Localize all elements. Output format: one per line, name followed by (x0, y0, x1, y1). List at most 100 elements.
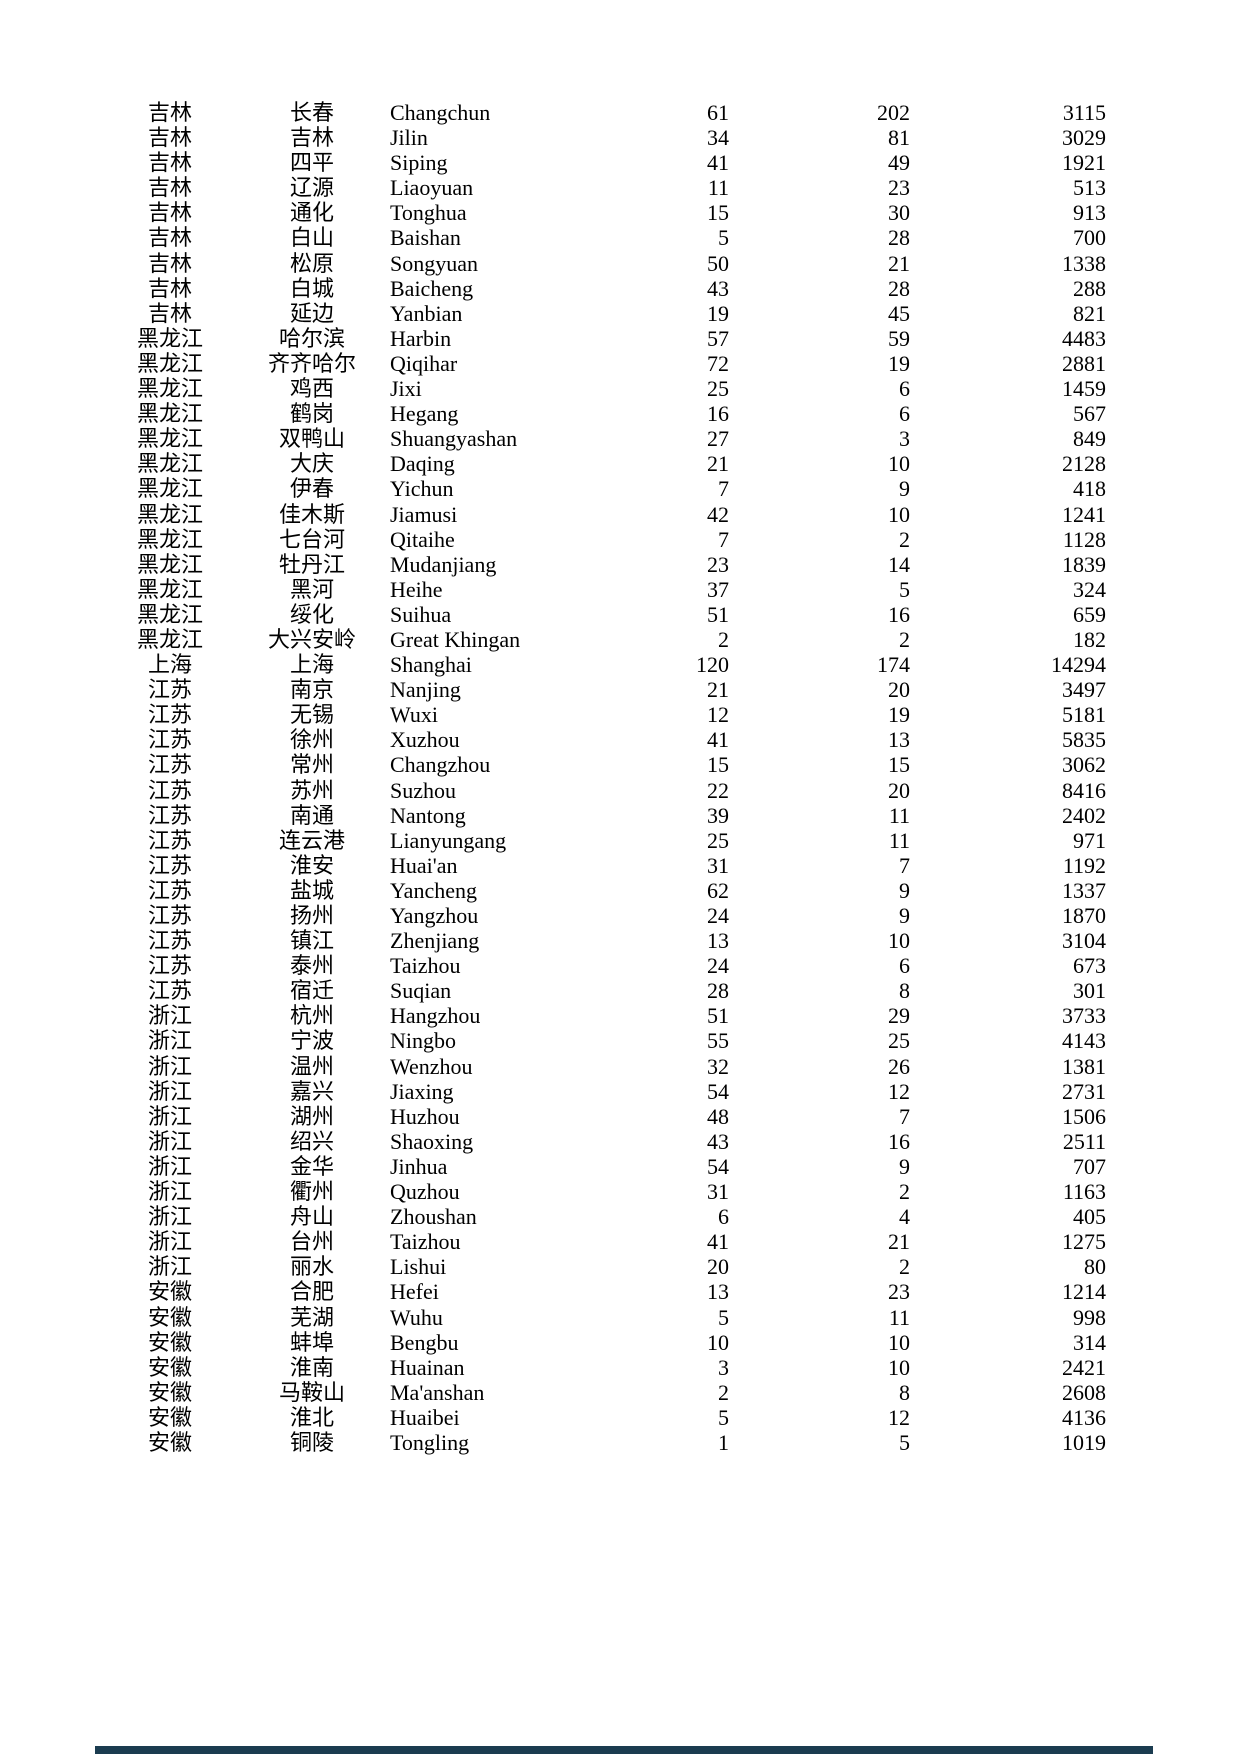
city-zh-cell: 常州 (289, 752, 334, 778)
city-en-cell: Zhenjiang (390, 928, 480, 954)
table-row: 黑龙江 双鸭山 Shuangyashan 27 3 849 (0, 426, 1240, 451)
province-cell: 江苏 (147, 877, 192, 903)
value-2-cell: 45 (888, 300, 910, 326)
province-cell: 浙江 (147, 1078, 192, 1104)
value-3-cell: 314 (1073, 1329, 1106, 1355)
province-cell: 江苏 (147, 777, 192, 803)
city-zh-cell: 哈尔滨 (278, 325, 345, 351)
city-en-cell: Liaoyuan (390, 175, 474, 201)
city-en-cell: Huainan (390, 1354, 465, 1380)
value-1-cell: 25 (707, 376, 729, 402)
value-1-cell: 2 (718, 1379, 729, 1405)
value-2-cell: 10 (888, 928, 910, 954)
city-zh-cell: 鸡西 (289, 376, 334, 402)
table-row: 黑龙江 七台河 Qitaihe 7 2 1128 (0, 527, 1240, 552)
city-en-cell: Lishui (390, 1254, 447, 1280)
table-row: 吉林 辽源 Liaoyuan 11 23 513 (0, 175, 1240, 200)
value-1-cell: 28 (707, 978, 729, 1004)
city-zh-cell: 蚌埠 (289, 1329, 334, 1355)
city-zh-cell: 大庆 (289, 451, 334, 477)
value-3-cell: 288 (1073, 275, 1106, 301)
value-2-cell: 20 (888, 777, 910, 803)
value-2-cell: 16 (888, 1128, 910, 1154)
value-3-cell: 4483 (1062, 325, 1106, 351)
city-en-cell: Zhoushan (390, 1204, 477, 1230)
value-1-cell: 24 (707, 953, 729, 979)
city-en-cell: Nantong (390, 802, 466, 828)
province-cell: 浙江 (147, 1153, 192, 1179)
value-2-cell: 3 (899, 426, 910, 452)
city-en-cell: Hangzhou (390, 1003, 481, 1029)
table-row: 安徽 铜陵 Tongling 1 5 1019 (0, 1430, 1240, 1455)
province-cell: 吉林 (147, 275, 192, 301)
table-row: 黑龙江 鹤岗 Hegang 16 6 567 (0, 401, 1240, 426)
city-zh-cell: 佳木斯 (278, 501, 345, 527)
city-zh-cell: 铜陵 (289, 1429, 334, 1455)
value-3-cell: 1275 (1062, 1229, 1106, 1255)
city-en-cell: Suzhou (390, 777, 456, 803)
table-row: 黑龙江 齐齐哈尔 Qiqihar 72 19 2881 (0, 351, 1240, 376)
province-cell: 浙江 (147, 1128, 192, 1154)
bottom-page-edge-bar (95, 1746, 1153, 1754)
province-cell: 浙江 (147, 1229, 192, 1255)
city-zh-cell: 徐州 (289, 727, 334, 753)
city-en-cell: Great Khingan (390, 626, 521, 652)
city-en-cell: Ningbo (390, 1028, 456, 1054)
city-zh-cell: 上海 (289, 652, 334, 678)
city-en-cell: Jiamusi (390, 501, 458, 527)
city-zh-cell: 丽水 (289, 1254, 334, 1280)
value-2-cell: 10 (888, 1354, 910, 1380)
value-2-cell: 12 (888, 1404, 910, 1430)
value-1-cell: 48 (707, 1103, 729, 1129)
city-en-cell: Hefei (390, 1279, 439, 1305)
value-2-cell: 16 (888, 601, 910, 627)
value-1-cell: 10 (707, 1329, 729, 1355)
table-row: 江苏 盐城 Yancheng 62 9 1337 (0, 878, 1240, 903)
value-3-cell: 2608 (1062, 1379, 1106, 1405)
city-en-cell: Wenzhou (390, 1053, 473, 1079)
province-cell: 上海 (147, 652, 192, 678)
value-2-cell: 9 (899, 1153, 910, 1179)
value-3-cell: 659 (1073, 601, 1106, 627)
value-1-cell: 1 (718, 1429, 729, 1455)
value-3-cell: 80 (1084, 1254, 1106, 1280)
value-3-cell: 1381 (1062, 1053, 1106, 1079)
province-cell: 安徽 (147, 1354, 192, 1380)
province-cell: 浙江 (147, 1254, 192, 1280)
value-3-cell: 567 (1073, 401, 1106, 427)
value-2-cell: 174 (877, 652, 910, 678)
province-cell: 黑龙江 (136, 426, 203, 452)
value-2-cell: 30 (888, 200, 910, 226)
value-3-cell: 1019 (1062, 1429, 1106, 1455)
table-row: 安徽 马鞍山 Ma'anshan 2 8 2608 (0, 1380, 1240, 1405)
table-row: 吉林 通化 Tonghua 15 30 913 (0, 200, 1240, 225)
value-1-cell: 39 (707, 802, 729, 828)
value-1-cell: 34 (707, 125, 729, 151)
value-2-cell: 11 (888, 827, 910, 853)
value-2-cell: 202 (877, 100, 910, 125)
value-3-cell: 1839 (1062, 551, 1106, 577)
value-2-cell: 21 (888, 250, 910, 276)
value-2-cell: 12 (888, 1078, 910, 1104)
city-zh-cell: 牡丹江 (278, 551, 345, 577)
city-en-cell: Jinhua (390, 1153, 448, 1179)
table-row: 吉林 松原 Songyuan 50 21 1338 (0, 251, 1240, 276)
table-row: 江苏 徐州 Xuzhou 41 13 5835 (0, 727, 1240, 752)
value-3-cell: 14294 (1051, 652, 1106, 678)
city-zh-cell: 长春 (289, 100, 334, 125)
table-row: 浙江 金华 Jinhua 54 9 707 (0, 1154, 1240, 1179)
value-1-cell: 22 (707, 777, 729, 803)
value-1-cell: 15 (707, 200, 729, 226)
value-1-cell: 41 (707, 727, 729, 753)
value-2-cell: 28 (888, 225, 910, 251)
city-en-cell: Yancheng (390, 877, 477, 903)
value-2-cell: 14 (888, 551, 910, 577)
city-zh-cell: 台州 (289, 1229, 334, 1255)
city-zh-cell: 大兴安岭 (267, 626, 356, 652)
value-2-cell: 11 (888, 1304, 910, 1330)
province-cell: 江苏 (147, 727, 192, 753)
value-1-cell: 37 (707, 576, 729, 602)
table-row: 江苏 镇江 Zhenjiang 13 10 3104 (0, 928, 1240, 953)
value-3-cell: 2511 (1062, 1128, 1106, 1154)
value-3-cell: 4143 (1062, 1028, 1106, 1054)
